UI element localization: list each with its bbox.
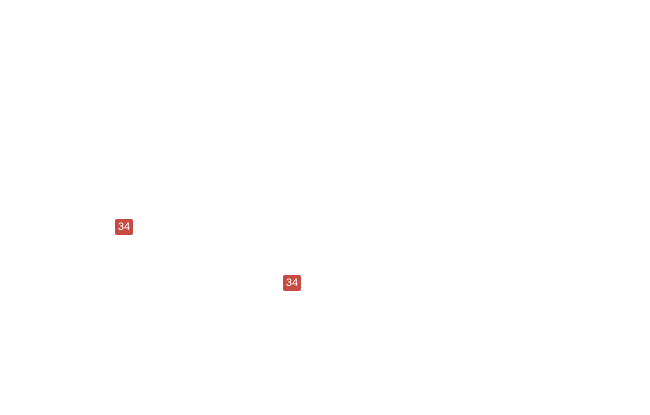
cluster-marker[interactable]: 34 (283, 275, 301, 291)
cluster-marker[interactable]: 34 (115, 219, 133, 235)
